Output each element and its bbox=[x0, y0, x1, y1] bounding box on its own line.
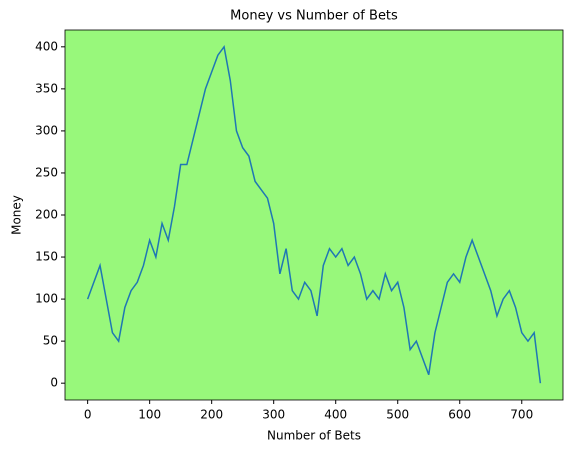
x-tick-label: 600 bbox=[448, 408, 471, 422]
y-tick-label: 0 bbox=[50, 376, 58, 390]
x-tick-label: 100 bbox=[138, 408, 161, 422]
y-tick-label: 100 bbox=[35, 292, 58, 306]
chart-title: Money vs Number of Bets bbox=[230, 9, 398, 24]
plot-background bbox=[65, 30, 563, 400]
line-series bbox=[86, 44, 542, 384]
x-axis-label: Number of Bets bbox=[267, 429, 361, 443]
y-tick-label: 350 bbox=[35, 81, 58, 95]
y-tick-label: 150 bbox=[35, 250, 58, 264]
y-tick-label: 400 bbox=[35, 39, 58, 53]
plot-frame bbox=[64, 29, 564, 401]
x-tick-label: 400 bbox=[324, 408, 347, 422]
x-tick-label: 200 bbox=[200, 408, 223, 422]
y-tick-label: 200 bbox=[35, 208, 58, 222]
x-tick-label: 700 bbox=[510, 408, 533, 422]
y-tick-label: 300 bbox=[35, 123, 58, 137]
x-tick-label: 300 bbox=[262, 408, 285, 422]
x-tick-label: 0 bbox=[84, 408, 92, 422]
y-axis-label: Money bbox=[10, 195, 24, 235]
y-tick-label: 250 bbox=[35, 165, 58, 179]
x-tick-label: 500 bbox=[386, 408, 409, 422]
y-tick-label: 50 bbox=[43, 334, 58, 348]
